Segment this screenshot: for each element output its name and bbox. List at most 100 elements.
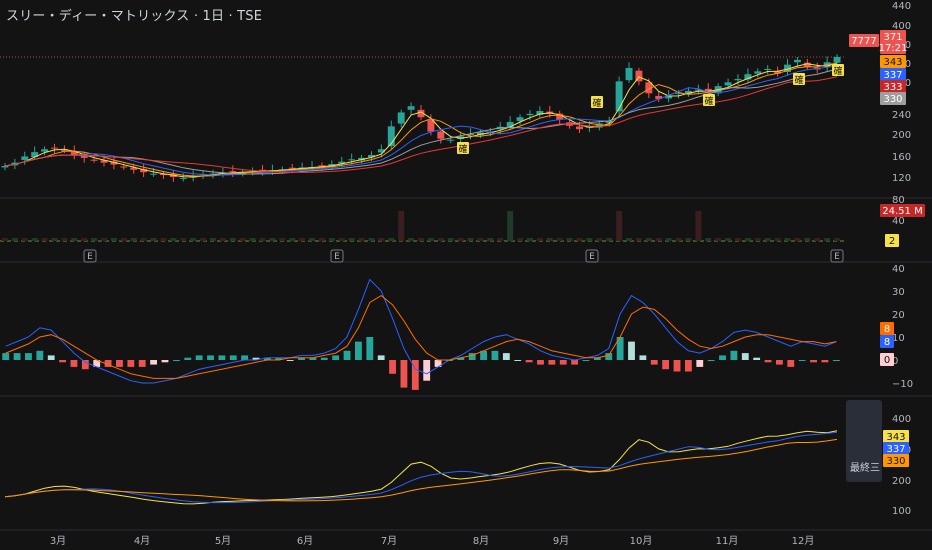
macd-histogram-bar	[263, 357, 271, 360]
signal-marker-label: 確	[704, 95, 713, 107]
candle-body	[615, 81, 623, 112]
price-axis-tick: 440	[892, 1, 911, 12]
macd-histogram-bar	[559, 360, 567, 365]
macd-histogram-bar	[161, 360, 169, 363]
price-ma-line	[4, 62, 838, 177]
earnings-marker	[585, 249, 599, 263]
macd-histogram-bar	[389, 360, 396, 374]
volume-bar	[31, 238, 38, 241]
macd-histogram-bar	[207, 355, 214, 360]
candle-body	[595, 123, 603, 128]
lower-ma3-badge-bg	[883, 454, 909, 467]
macd-histogram-bar	[764, 360, 772, 363]
volume-bar	[21, 238, 28, 241]
macd-histogram-bar	[707, 360, 715, 361]
macd-histogram-bar	[696, 360, 704, 367]
earnings-marker	[830, 249, 844, 263]
volume-bar	[536, 238, 543, 241]
macd-histogram-bar	[719, 355, 726, 360]
last-price-badge: 371	[883, 32, 902, 43]
macd-histogram-bar	[468, 353, 476, 360]
volume-bar	[388, 238, 395, 241]
candle-body	[70, 151, 78, 156]
lower-axis-tick: 200	[892, 476, 911, 487]
ma3-badge: 333	[883, 82, 902, 93]
macd-signal-line	[5, 294, 837, 379]
volume-bar	[299, 238, 306, 241]
volume-bar	[130, 238, 137, 241]
candle-body	[60, 150, 68, 152]
price-axis-tick: 160	[892, 152, 911, 163]
volume-bar	[626, 238, 632, 241]
volume-bar	[477, 238, 484, 241]
candle-body	[387, 126, 395, 147]
volume-bar	[715, 238, 722, 241]
time-axis-label: 10月	[630, 535, 653, 547]
candle-body	[397, 112, 405, 124]
candle-body	[467, 133, 474, 135]
candle-body	[675, 92, 683, 94]
volume-bar	[81, 238, 88, 241]
signal-marker-label: 確	[458, 143, 467, 155]
volume-bar	[814, 238, 821, 241]
time-axis-label: 7月	[381, 535, 397, 547]
macd-histogram-bar	[571, 360, 579, 365]
macd-histogram-bar	[525, 360, 533, 363]
volume-bar	[754, 238, 761, 241]
macd-histogram-bar	[25, 353, 32, 360]
macd-histogram-bar	[116, 360, 123, 367]
macd-histogram-bar	[593, 357, 601, 360]
lower-axis-tick: 400	[892, 414, 911, 425]
candle-body	[417, 109, 425, 118]
volume-bar	[190, 238, 197, 241]
price-axis-tick: 400	[892, 21, 911, 32]
volume-bar	[378, 238, 385, 241]
macd-histogram-bar	[2, 353, 10, 360]
lower-ma-line	[4, 430, 838, 505]
candle-body	[457, 136, 465, 140]
candle-body	[803, 62, 811, 68]
volume-bar	[348, 238, 355, 241]
candle-body	[427, 120, 435, 132]
macd-histogram-bar	[502, 353, 510, 360]
volume-bar	[1, 238, 8, 241]
earnings-marker	[330, 249, 344, 263]
macd-histogram-bar	[730, 350, 738, 360]
volume-bar	[447, 238, 454, 241]
volume-count-badge-bg	[885, 234, 899, 247]
macd-histogram-bar	[605, 353, 613, 360]
price-ma-line	[4, 62, 838, 178]
volume-bar	[140, 238, 147, 241]
volume-bar	[418, 238, 424, 241]
candle-body	[377, 149, 385, 153]
volume-badge: 24.51 M	[882, 206, 922, 217]
lower-ma1-badge: 343	[886, 432, 905, 443]
candle-body	[665, 95, 673, 99]
candle-body	[338, 161, 346, 164]
volume-bar	[457, 238, 464, 241]
volume-bar	[110, 238, 117, 241]
macd-histogram-bar	[776, 360, 783, 365]
macd-histogram-bar	[582, 360, 590, 361]
candle-body	[774, 71, 782, 74]
volume-bar	[566, 238, 573, 241]
macd-histogram-bar	[548, 360, 556, 365]
volume-bar	[705, 238, 712, 241]
candle-body	[229, 171, 237, 173]
macd-histogram-bar	[229, 355, 237, 360]
volume-bar	[507, 211, 514, 241]
ma2-badge-bg	[880, 68, 906, 81]
candle-body	[625, 67, 633, 81]
time-axis-label: 11月	[716, 535, 739, 547]
volume-bar	[725, 238, 732, 241]
volume-bar	[150, 238, 157, 241]
volume-bar	[635, 238, 642, 241]
countdown-badge-bg	[880, 41, 906, 54]
candle-body	[130, 167, 138, 170]
macd-histogram-bar	[70, 360, 78, 367]
volume-bar	[259, 238, 266, 241]
lower-ma2-badge-bg	[883, 442, 909, 455]
macd-histogram-bar	[172, 360, 180, 361]
macd-histogram-bar	[798, 360, 806, 361]
